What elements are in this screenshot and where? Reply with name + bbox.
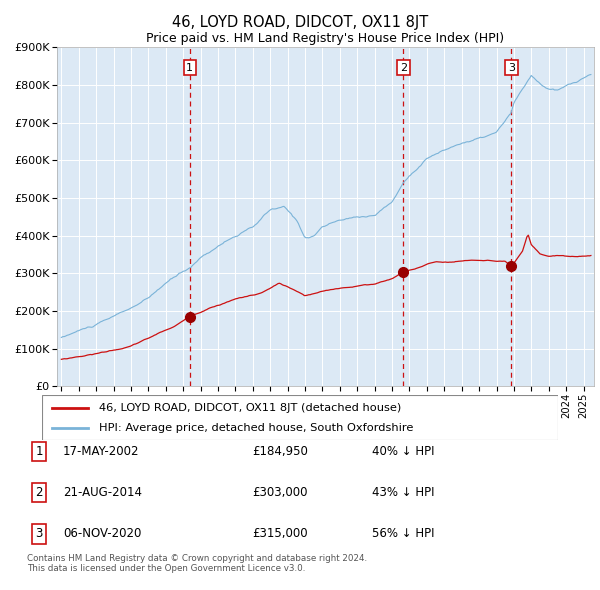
Text: 40% ↓ HPI: 40% ↓ HPI [372,445,434,458]
Text: £315,000: £315,000 [252,527,308,540]
Text: 56% ↓ HPI: 56% ↓ HPI [372,527,434,540]
Text: 17-MAY-2002: 17-MAY-2002 [63,445,139,458]
Text: 3: 3 [508,63,515,73]
Text: Contains HM Land Registry data © Crown copyright and database right 2024.
This d: Contains HM Land Registry data © Crown c… [27,554,367,573]
Text: 46, LOYD ROAD, DIDCOT, OX11 8JT (detached house): 46, LOYD ROAD, DIDCOT, OX11 8JT (detache… [99,403,401,412]
Title: Price paid vs. HM Land Registry's House Price Index (HPI): Price paid vs. HM Land Registry's House … [146,32,505,45]
Text: 1: 1 [187,63,193,73]
Text: £184,950: £184,950 [252,445,308,458]
Text: 21-AUG-2014: 21-AUG-2014 [63,486,142,499]
Text: £303,000: £303,000 [252,486,308,499]
FancyBboxPatch shape [42,395,558,440]
Text: 2: 2 [400,63,407,73]
Text: 43% ↓ HPI: 43% ↓ HPI [372,486,434,499]
Text: 1: 1 [35,445,43,458]
Text: 3: 3 [35,527,43,540]
Text: 06-NOV-2020: 06-NOV-2020 [63,527,142,540]
Text: 2: 2 [35,486,43,499]
Text: 46, LOYD ROAD, DIDCOT, OX11 8JT: 46, LOYD ROAD, DIDCOT, OX11 8JT [172,15,428,30]
Text: HPI: Average price, detached house, South Oxfordshire: HPI: Average price, detached house, Sout… [99,424,413,434]
